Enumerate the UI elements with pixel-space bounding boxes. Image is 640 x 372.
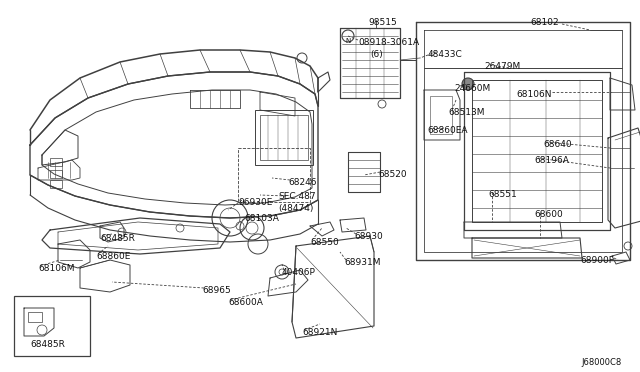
Text: 68965: 68965 [202, 286, 231, 295]
Bar [14, 296, 90, 356]
Text: 68246: 68246 [288, 178, 317, 187]
Text: 96930E: 96930E [238, 198, 273, 207]
Bar [238, 148, 310, 202]
Bar [430, 96, 452, 134]
Text: 68921N: 68921N [302, 328, 337, 337]
Text: 26479M: 26479M [484, 62, 520, 71]
Text: 68102: 68102 [530, 18, 559, 27]
Text: 68103A: 68103A [244, 214, 279, 223]
Text: N: N [346, 38, 351, 44]
Bar [50, 180, 62, 188]
Text: 68930: 68930 [354, 232, 383, 241]
Text: 68513M: 68513M [448, 108, 484, 117]
Text: 08918-3061A: 08918-3061A [358, 38, 419, 47]
Text: 48433C: 48433C [428, 50, 463, 59]
Text: 68550: 68550 [310, 238, 339, 247]
Text: 68600: 68600 [534, 210, 563, 219]
Text: 68485R: 68485R [31, 340, 65, 349]
Text: 68106N: 68106N [516, 90, 552, 99]
Text: 24660M: 24660M [454, 84, 490, 93]
Text: (48474): (48474) [278, 204, 314, 213]
Text: 68551: 68551 [488, 190, 516, 199]
Text: 68196A: 68196A [534, 156, 569, 165]
Text: 68860E: 68860E [96, 252, 131, 261]
Text: 40406P: 40406P [282, 268, 316, 277]
Bar [260, 115, 308, 160]
Bar [255, 110, 313, 165]
Text: 68900F: 68900F [580, 256, 614, 265]
Text: (6): (6) [370, 50, 383, 59]
Bar [50, 170, 62, 178]
Text: 68931M: 68931M [344, 258, 381, 267]
Text: 68860EA: 68860EA [427, 126, 467, 135]
Text: 68520: 68520 [378, 170, 406, 179]
Text: J68000C8: J68000C8 [582, 358, 622, 367]
Text: 98515: 98515 [368, 18, 397, 27]
Text: 68485R: 68485R [100, 234, 135, 243]
Circle shape [462, 78, 474, 90]
Text: 68106M: 68106M [38, 264, 74, 273]
Bar [50, 158, 62, 166]
Bar [28, 312, 42, 322]
Text: SEC.487: SEC.487 [278, 192, 316, 201]
Text: 68640: 68640 [543, 140, 572, 149]
Text: 68600A: 68600A [228, 298, 263, 307]
